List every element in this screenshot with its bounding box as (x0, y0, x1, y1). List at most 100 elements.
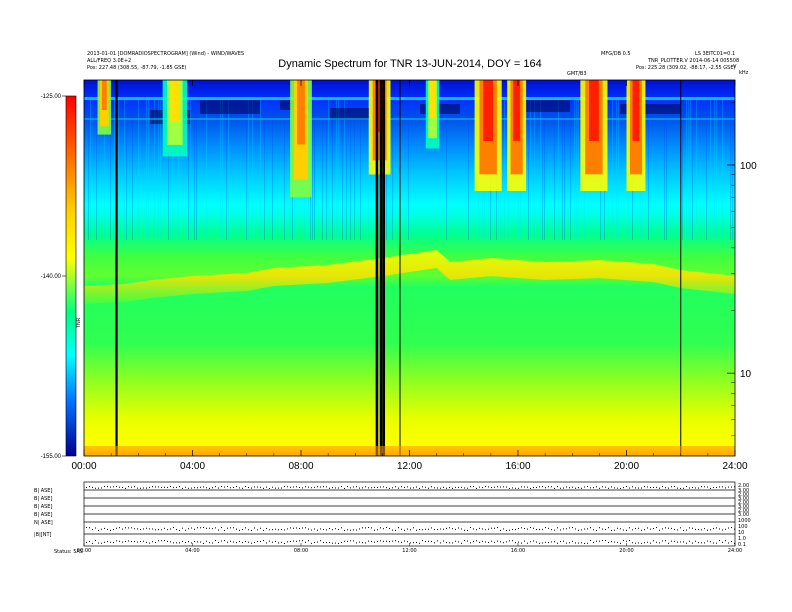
trace-dot (692, 542, 693, 544)
trace-dot (245, 486, 246, 488)
trace-dot (437, 529, 438, 531)
trace-dot (185, 542, 186, 544)
interference-band (84, 97, 735, 100)
trace-dot (536, 486, 537, 488)
trace-dot (488, 542, 489, 544)
trace-dot (644, 542, 645, 544)
texture-streak (188, 100, 189, 240)
trace-dot (281, 529, 282, 531)
texture-streak (148, 100, 149, 240)
trace-dot (662, 528, 663, 530)
trace-dot (116, 486, 117, 488)
trace-dot (125, 487, 126, 489)
texture-streak (368, 100, 369, 240)
bottom-right-tick: 2.00 (738, 492, 749, 498)
trace-dot (131, 486, 132, 488)
trace-dot (635, 542, 636, 544)
trace-dot (92, 529, 93, 531)
trace-dot (281, 487, 282, 489)
bottom-right-tick: 10 (738, 530, 744, 536)
texture-streak (716, 100, 717, 240)
trace-dot (401, 541, 402, 543)
trace-dot (242, 542, 243, 544)
trace-dot (341, 527, 342, 529)
trace-dot (254, 486, 255, 488)
texture-streak (222, 100, 223, 240)
texture-streak (408, 100, 409, 240)
trace-dot (512, 540, 513, 542)
trace-dot (359, 541, 360, 543)
trace-dot (227, 541, 228, 543)
texture-streak (326, 100, 327, 240)
trace-dot (713, 528, 714, 530)
trace-dot (551, 486, 552, 488)
trace-dot (146, 541, 147, 543)
trace-dot (332, 529, 333, 531)
trace-dot (542, 542, 543, 544)
trace-dot (359, 487, 360, 489)
trace-dot (617, 541, 618, 543)
trace-dot (326, 529, 327, 531)
trace-dot (233, 527, 234, 529)
trace-dot (653, 540, 654, 542)
trace-dot (401, 528, 402, 530)
bottom-right-tick: 3.00 (738, 504, 749, 510)
trace-dot (467, 487, 468, 489)
trace-dot (251, 542, 252, 544)
trace-dot (476, 487, 477, 489)
trace-dot (473, 528, 474, 530)
trace-dot (506, 541, 507, 543)
trace-dot (290, 527, 291, 529)
dark-patch (620, 104, 680, 114)
trace-dot (497, 527, 498, 529)
trace-dot (293, 527, 294, 529)
trace-dot (353, 486, 354, 488)
bottom-right-tick: 3.00 (738, 496, 749, 502)
trace-dot (656, 541, 657, 543)
trace-dot (323, 486, 324, 488)
trace-dot (734, 486, 735, 488)
trace-dot (512, 487, 513, 489)
trace-dot (455, 540, 456, 542)
trace-dot (278, 542, 279, 544)
trace-dot (665, 527, 666, 529)
header-info-right-1: MFG/DB 0.5 (601, 51, 631, 57)
trace-dot (680, 527, 681, 529)
trace-dot (449, 542, 450, 544)
trace-dot (407, 541, 408, 543)
trace-dot (266, 542, 267, 544)
trace-dot (275, 540, 276, 542)
trace-dot (509, 529, 510, 531)
colorbar-label: TNR (76, 317, 82, 329)
trace-dot (347, 529, 348, 531)
texture-streak (574, 100, 575, 240)
trace-dot (284, 486, 285, 488)
trace-dot (581, 542, 582, 544)
trace-dot (248, 487, 249, 489)
trace-dot (185, 529, 186, 531)
trace-dot (443, 486, 444, 488)
trace-dot (458, 527, 459, 529)
trace-dot (587, 486, 588, 488)
trace-dot (104, 541, 105, 543)
trace-dot (422, 486, 423, 488)
trace-dot (179, 529, 180, 531)
dark-patch (520, 100, 570, 112)
trace-dot (530, 541, 531, 543)
texture-streak (168, 100, 169, 240)
trace-dot (719, 486, 720, 488)
trace-dot (683, 541, 684, 543)
trace-dot (533, 527, 534, 529)
texture-streak (686, 100, 687, 240)
trace-dot (272, 529, 273, 531)
trace-dot (416, 541, 417, 543)
texture-streak (126, 100, 127, 240)
trace-dot (443, 528, 444, 530)
trace-dot (623, 540, 624, 542)
trace-dot (251, 529, 252, 531)
trace-dot (329, 528, 330, 530)
trace-dot (512, 529, 513, 531)
trace-dot (458, 486, 459, 488)
trace-dot (638, 542, 639, 544)
trace-dot (374, 486, 375, 488)
